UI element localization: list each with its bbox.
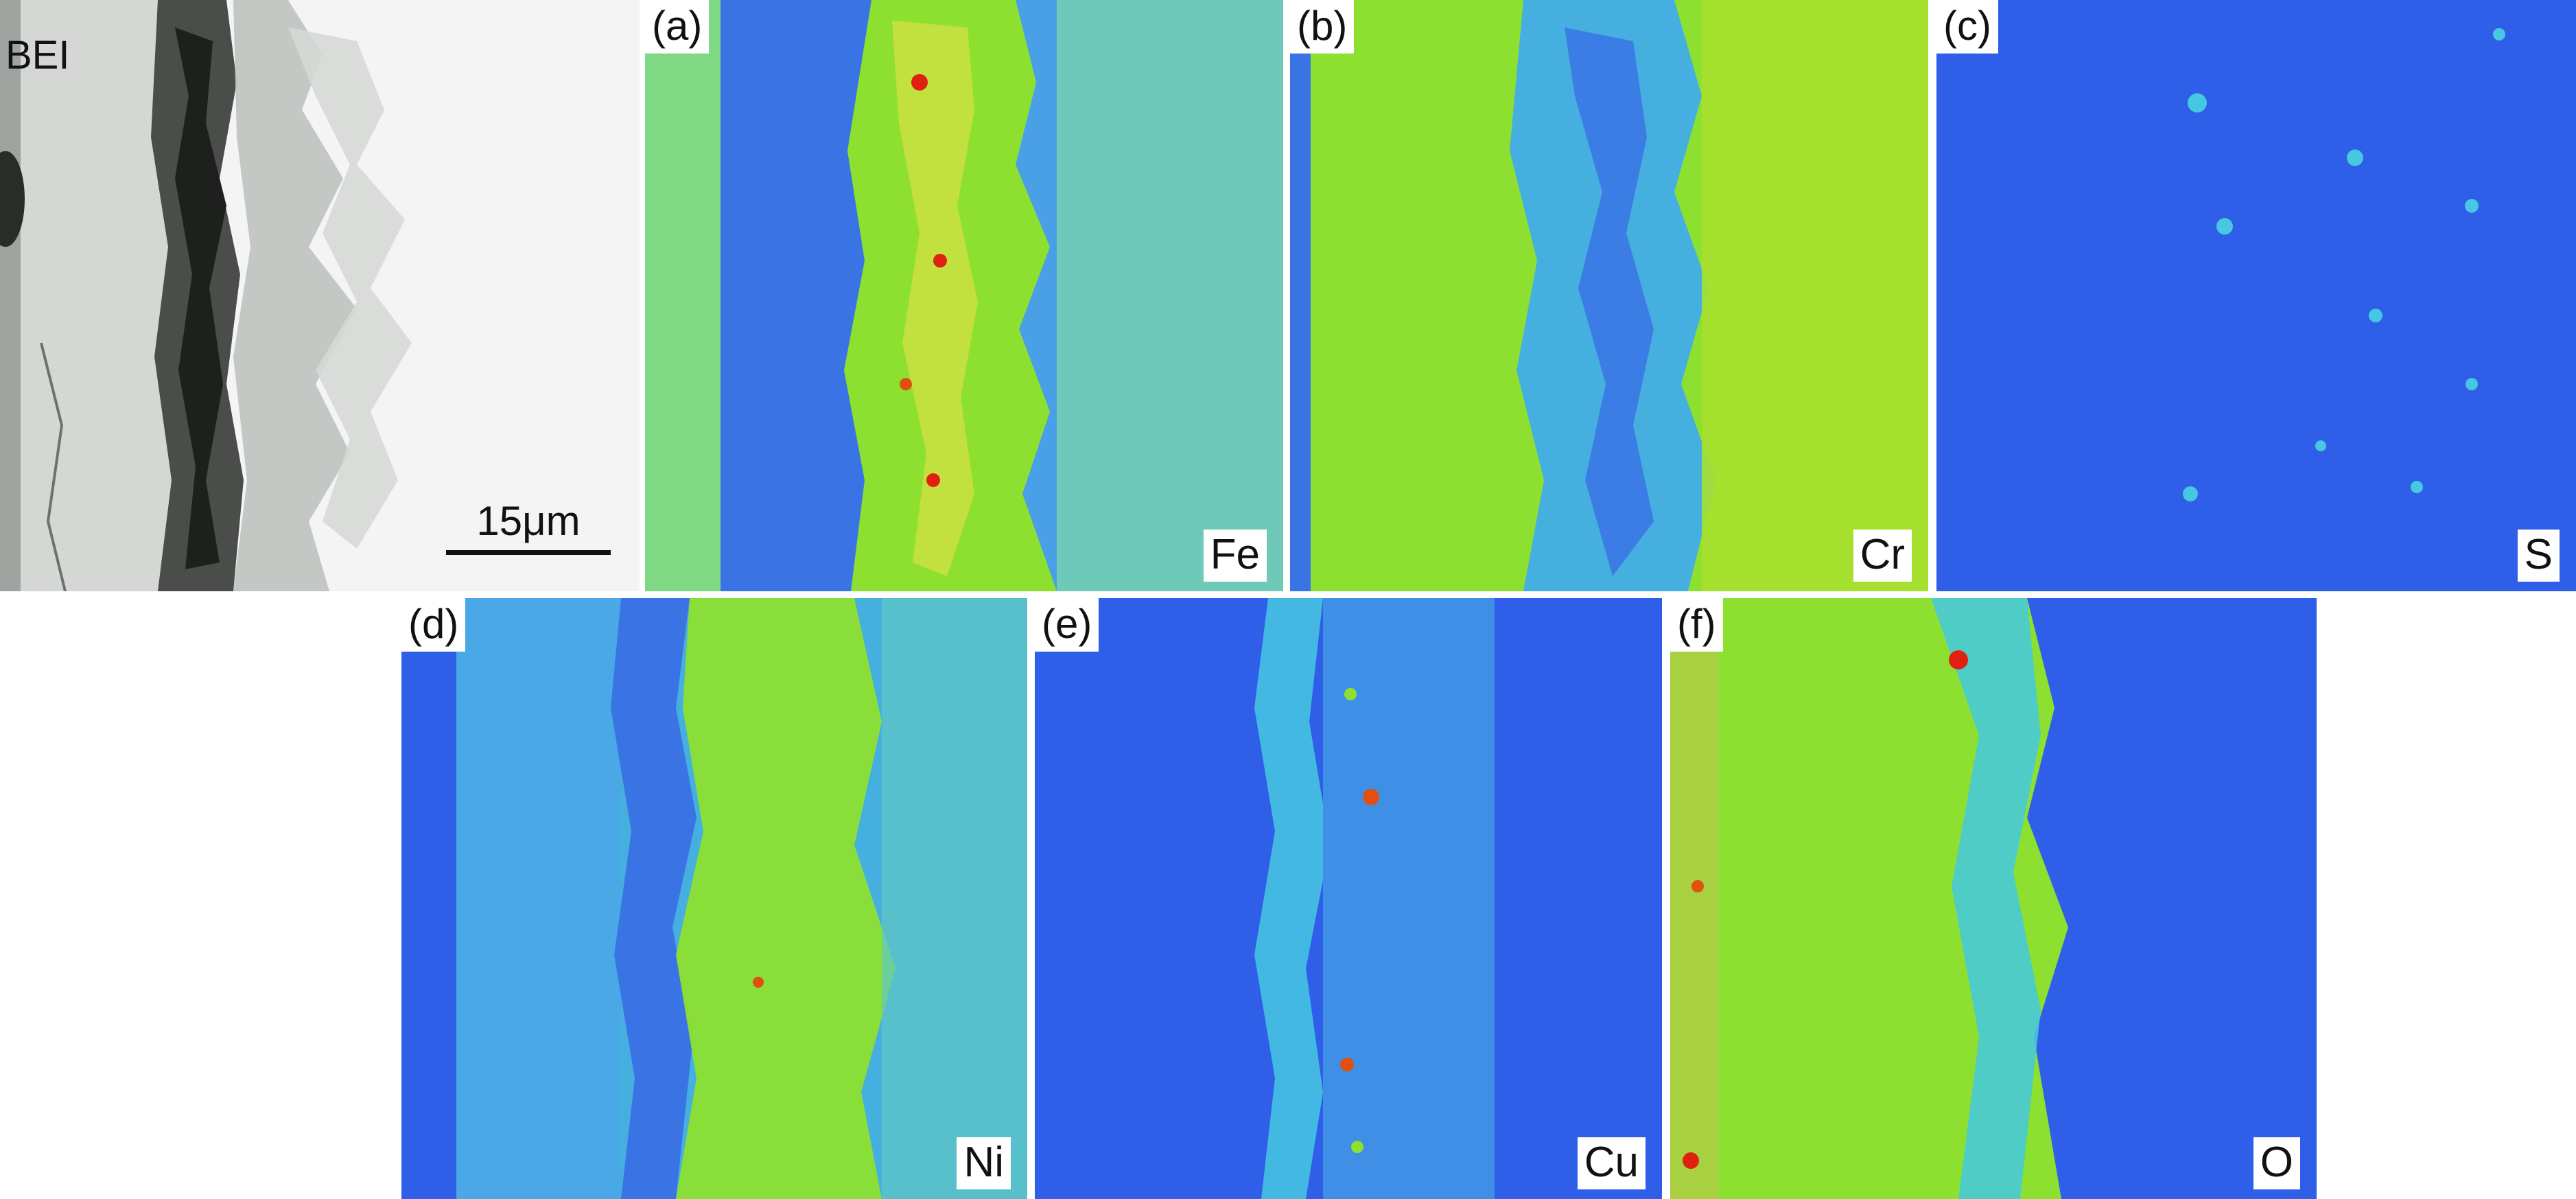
panel-tag-a: (a) [645, 0, 710, 54]
element-label-s: S [2517, 530, 2560, 582]
map-panel-a: (a) Fe [645, 0, 1283, 591]
element-label-cr: Cr [1853, 530, 1912, 582]
panel-tag-d: (d) [401, 598, 466, 652]
element-label-fe: Fe [1203, 530, 1267, 582]
cr-map [1290, 0, 1928, 591]
element-label-cu: Cu [1577, 1137, 1646, 1189]
scale-bar-line [446, 550, 611, 555]
cu-map [1035, 598, 1662, 1199]
bei-label: BEI [5, 33, 70, 78]
panel-tag-c: (c) [1936, 0, 1998, 54]
element-label-ni: Ni [957, 1137, 1011, 1189]
o-map [1670, 598, 2317, 1199]
scale-bar-label: 15μm [476, 498, 581, 544]
map-panel-b: (b) Cr [1290, 0, 1928, 591]
map-panel-f: (f) O [1670, 598, 2317, 1199]
map-panel-d: (d) Ni [401, 598, 1027, 1199]
bei-image-panel: BEI 15μm [0, 0, 640, 591]
panel-tag-b: (b) [1290, 0, 1355, 54]
element-label-o: O [2253, 1137, 2300, 1189]
s-map [1936, 0, 2576, 591]
fe-map [645, 0, 1283, 591]
ni-map [401, 598, 1027, 1199]
map-panel-c: (c) S [1936, 0, 2576, 591]
bei-micrograph [0, 0, 640, 591]
map-panel-e: (e) Cu [1035, 598, 1662, 1199]
scale-bar: 15μm [446, 501, 611, 555]
panel-tag-e: (e) [1035, 598, 1099, 652]
panel-tag-f: (f) [1670, 598, 1723, 652]
